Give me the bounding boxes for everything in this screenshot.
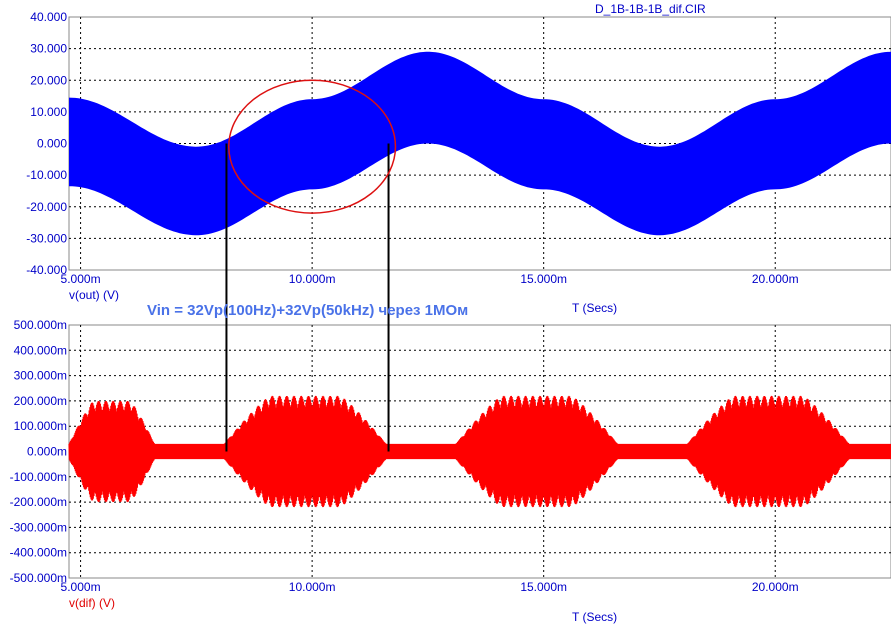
- vout-band: [69, 51, 891, 236]
- top-y-ticks: 40.000 30.000 20.000 10.000 0.000 -10.000 -20.…: [26, 10, 67, 277]
- bottom-y-tick-label: -300.000m: [10, 520, 67, 534]
- top-x-ticks: 5.000m 10.000m 15.000m 20.000m: [61, 272, 799, 286]
- top-trace-vout: [69, 51, 891, 236]
- bottom-x-ticks: 5.000m 10.000m 15.000m 20.000m: [61, 580, 799, 594]
- top-y-tick-label: 10.000: [30, 105, 67, 119]
- bottom-y-ticks: 500.000m 400.000m 300.000m 200.000m 100.000m…: [10, 318, 67, 585]
- bottom-y-tick-label: 300.000m: [14, 369, 67, 383]
- top-y-tick-label: -40.000: [26, 263, 67, 277]
- bottom-x-tick-label: 20.000m: [752, 580, 799, 594]
- top-x-tick-label: 20.000m: [752, 272, 799, 286]
- top-y-tick-label: 30.000: [30, 42, 67, 56]
- vdif-waveform: [68, 395, 891, 508]
- bottom-y-tick-label: 200.000m: [14, 394, 67, 408]
- top-x-tick-label: 5.000m: [61, 272, 101, 286]
- bottom-y-tick-label: 100.000m: [14, 419, 67, 433]
- bottom-y-tick-label: 0.000m: [27, 445, 67, 459]
- annotation-overlay: [225, 79, 397, 452]
- bottom-x-tick-label: 10.000m: [289, 580, 336, 594]
- top-y-tick-label: -20.000: [26, 200, 67, 214]
- top-x-tick-label: 15.000m: [520, 272, 567, 286]
- file-title: D_1B-1B-1B_dif.CIR: [595, 2, 706, 16]
- bottom-y-tick-label: 400.000m: [14, 343, 67, 357]
- bottom-x-axis-label: T (Secs): [572, 610, 617, 624]
- bottom-y-tick-label: -400.000m: [10, 546, 67, 560]
- bottom-trace-vdif: [68, 395, 891, 508]
- bottom-x-tick-label: 15.000m: [520, 580, 567, 594]
- highlight-circle: [228, 79, 397, 214]
- bottom-y-tick-label: -200.000m: [10, 495, 67, 509]
- bottom-y-tick-label: -500.000m: [10, 571, 67, 585]
- top-y-tick-label: 0.000: [37, 137, 67, 151]
- top-x-axis-label: T (Secs): [572, 301, 617, 315]
- top-y-axis-label: v(out) (V): [69, 288, 119, 302]
- bottom-y-tick-label: 500.000m: [14, 318, 67, 332]
- top-x-tick-label: 10.000m: [289, 272, 336, 286]
- bottom-y-tick-label: -100.000m: [10, 470, 67, 484]
- top-y-tick-label: 40.000: [30, 10, 67, 24]
- top-y-tick-label: -30.000: [26, 231, 67, 245]
- bottom-y-axis-label: v(dif) (V): [69, 596, 115, 610]
- top-y-tick-label: 20.000: [30, 73, 67, 87]
- vin-annotation: Vin = 32Vp(100Hz)+32Vp(50kHz) через 1MOм: [147, 302, 468, 319]
- top-y-tick-label: -10.000: [26, 168, 67, 182]
- bottom-x-tick-label: 5.000m: [61, 580, 101, 594]
